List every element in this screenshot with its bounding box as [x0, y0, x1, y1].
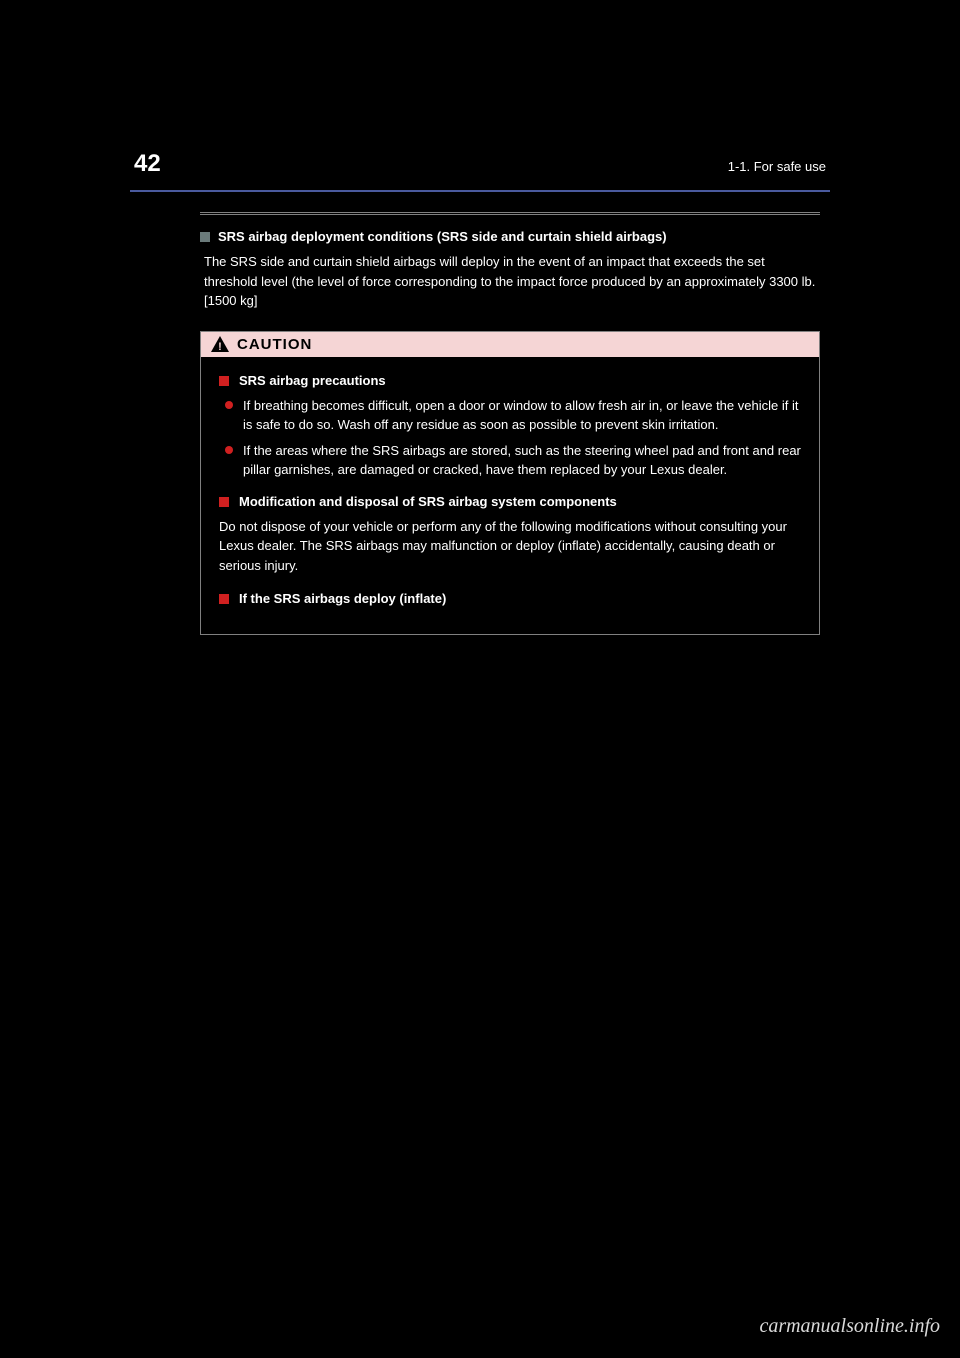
section-title: SRS airbag deployment conditions (SRS si… — [218, 229, 667, 244]
page-container: 42 1-1. For safe use SRS airbag deployme… — [130, 150, 830, 635]
caution-box: ! CAUTION SRS airbag precautions If brea… — [200, 331, 820, 636]
caution-content: SRS airbag precautions If breathing beco… — [201, 357, 819, 635]
bullet-item: If the areas where the SRS airbags are s… — [219, 441, 801, 480]
header-rule — [130, 190, 830, 192]
page-number: 42 — [134, 150, 161, 178]
page-header: 42 1-1. For safe use — [130, 150, 830, 178]
caution-header: ! CAUTION — [201, 332, 819, 357]
caution-section-1: SRS airbag precautions — [219, 373, 801, 388]
svg-text:!: ! — [218, 341, 222, 352]
red-square-bullet — [219, 594, 229, 604]
bullet-text-2: If the areas where the SRS airbags are s… — [243, 441, 801, 480]
caution-s3-title: If the SRS airbags deploy (inflate) — [239, 591, 446, 606]
section-body: The SRS side and curtain shield airbags … — [200, 252, 820, 311]
red-circle-bullet — [225, 446, 233, 454]
caution-label: CAUTION — [237, 336, 312, 353]
watermark: carmanualsonline.info — [759, 1315, 940, 1338]
chapter-title: 1-1. For safe use — [728, 159, 826, 174]
red-square-bullet — [219, 376, 229, 386]
caution-s2-title: Modification and disposal of SRS airbag … — [239, 494, 617, 509]
caution-s1-title: SRS airbag precautions — [239, 373, 386, 388]
content-area: SRS airbag deployment conditions (SRS si… — [130, 212, 830, 635]
red-square-bullet — [219, 497, 229, 507]
warning-triangle-icon: ! — [211, 336, 229, 352]
caution-section-3: If the SRS airbags deploy (inflate) — [219, 591, 801, 606]
gray-square-bullet — [200, 232, 210, 242]
bullet-text-1: If breathing becomes difficult, open a d… — [243, 396, 801, 435]
red-circle-bullet — [225, 401, 233, 409]
section-heading: SRS airbag deployment conditions (SRS si… — [200, 229, 820, 244]
double-rule — [200, 212, 820, 215]
bullet-item: If breathing becomes difficult, open a d… — [219, 396, 801, 435]
caution-s2-body: Do not dispose of your vehicle or perfor… — [219, 517, 801, 576]
caution-section-2: Modification and disposal of SRS airbag … — [219, 494, 801, 509]
